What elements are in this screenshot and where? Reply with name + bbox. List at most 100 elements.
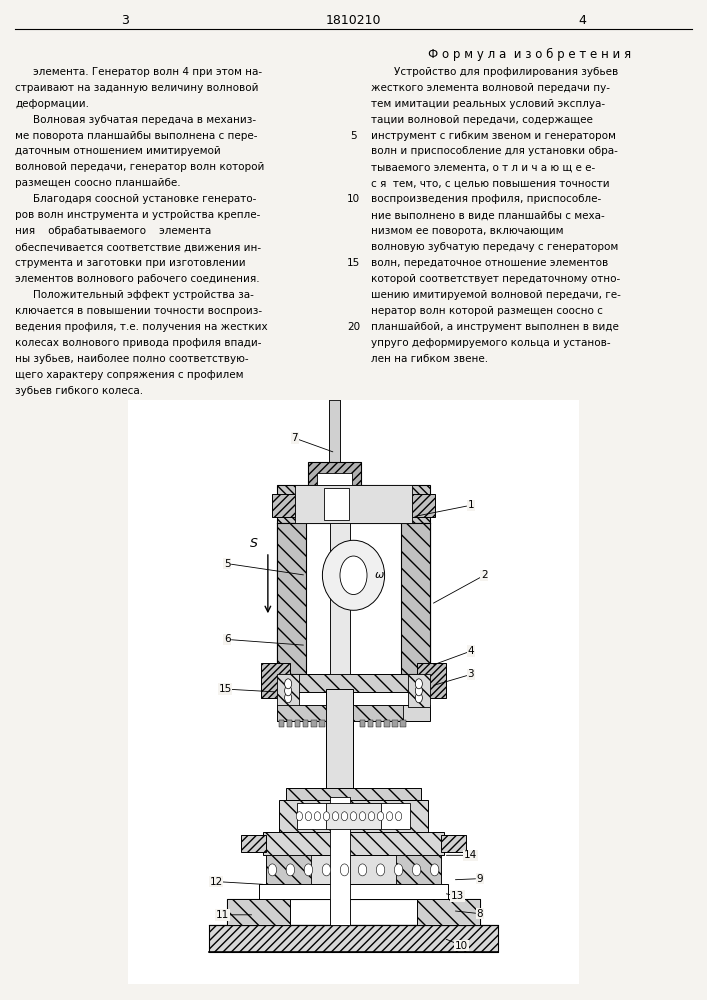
Circle shape <box>305 812 312 821</box>
Circle shape <box>341 812 348 821</box>
Bar <box>401 523 430 674</box>
Circle shape <box>387 812 392 821</box>
Bar <box>397 855 441 884</box>
Text: Благодаря соосной установке генерато-: Благодаря соосной установке генерато- <box>33 194 257 204</box>
Circle shape <box>351 812 356 821</box>
Bar <box>329 400 341 462</box>
Bar <box>279 800 428 832</box>
Bar <box>400 720 406 727</box>
Circle shape <box>415 693 422 703</box>
Bar <box>441 835 466 852</box>
Bar <box>311 720 317 727</box>
Text: 15: 15 <box>347 258 360 268</box>
Bar <box>416 899 479 925</box>
Text: тываемого элемента, о т л и ч а ю щ е е-: тываемого элемента, о т л и ч а ю щ е е- <box>371 162 595 172</box>
Text: лен на гибком звене.: лен на гибком звене. <box>371 354 489 364</box>
Text: тации волновой передачи, содержащее: тации волновой передачи, содержащее <box>371 115 593 125</box>
Circle shape <box>332 812 339 821</box>
Text: 8: 8 <box>477 909 483 919</box>
Bar <box>329 523 350 674</box>
Circle shape <box>359 812 366 821</box>
Text: волн, передаточное отношение элементов: волн, передаточное отношение элементов <box>371 258 608 268</box>
Bar <box>412 494 435 517</box>
Circle shape <box>286 864 295 876</box>
Circle shape <box>368 812 375 821</box>
Text: 10: 10 <box>455 941 468 951</box>
Circle shape <box>285 686 292 696</box>
Bar <box>128 400 579 984</box>
Bar <box>317 473 351 485</box>
Bar <box>384 720 390 727</box>
Text: 7: 7 <box>291 433 298 443</box>
Text: планшайбой, а инструмент выполнен в виде: планшайбой, а инструмент выполнен в виде <box>371 322 619 332</box>
Bar <box>279 720 284 727</box>
Text: жесткого элемента волновой передачи пу-: жесткого элемента волновой передачи пу- <box>371 83 610 93</box>
Bar <box>259 884 448 899</box>
Text: 6: 6 <box>224 634 230 644</box>
Ellipse shape <box>322 540 385 610</box>
Circle shape <box>315 812 320 821</box>
Bar <box>306 523 401 674</box>
Circle shape <box>412 864 421 876</box>
Text: 13: 13 <box>450 891 464 901</box>
Bar <box>209 925 498 952</box>
Text: 11: 11 <box>216 910 229 920</box>
Circle shape <box>378 812 384 821</box>
Text: тем имитации реальных условий эксплуа-: тем имитации реальных условий эксплуа- <box>371 99 605 109</box>
Bar <box>392 720 397 727</box>
Text: 4: 4 <box>467 646 474 656</box>
Text: зубьев гибкого колеса.: зубьев гибкого колеса. <box>16 386 144 396</box>
Text: с я  тем, что, с целью повышения точности: с я тем, что, с целью повышения точности <box>371 178 609 188</box>
Bar <box>277 674 300 707</box>
Bar <box>286 788 421 800</box>
Text: воспроизведения профиля, приспособле-: воспроизведения профиля, приспособле- <box>371 194 602 204</box>
Circle shape <box>431 864 439 876</box>
Text: волновой передачи, генератор волн которой: волновой передачи, генератор волн которо… <box>16 162 265 172</box>
Text: элемента. Генератор волн 4 при этом на-: элемента. Генератор волн 4 при этом на- <box>33 67 262 77</box>
Bar <box>325 488 349 520</box>
Text: Волновая зубчатая передача в механиз-: Волновая зубчатая передача в механиз- <box>33 115 256 125</box>
Text: шению имитируемой волновой передачи, ге-: шению имитируемой волновой передачи, ге- <box>371 290 621 300</box>
Circle shape <box>415 686 422 696</box>
Bar <box>354 705 403 721</box>
Bar <box>266 855 441 884</box>
Text: нератор волн которой размещен соосно с: нератор волн которой размещен соосно с <box>371 306 603 316</box>
Bar <box>416 663 446 698</box>
Text: даточным отношением имитируемой: даточным отношением имитируемой <box>16 146 221 156</box>
Text: 4: 4 <box>578 14 586 27</box>
Text: ны зубьев, наиболее полно соответствую-: ны зубьев, наиболее полно соответствую- <box>16 354 249 364</box>
Text: 3: 3 <box>121 14 129 27</box>
Text: ние выполнено в виде планшайбы с меха-: ние выполнено в виде планшайбы с меха- <box>371 210 605 220</box>
Circle shape <box>340 864 349 876</box>
Text: Ф о р м у л а  и з о б р е т е н и я: Ф о р м у л а и з о б р е т е н и я <box>428 48 631 61</box>
Text: колесах волнового привода профиля впади-: колесах волнового привода профиля впади- <box>16 338 262 348</box>
Text: струмента и заготовки при изготовлении: струмента и заготовки при изготовлении <box>16 258 246 268</box>
Bar <box>264 832 443 855</box>
Bar <box>277 523 306 674</box>
Bar <box>360 720 366 727</box>
Bar <box>320 720 325 727</box>
Circle shape <box>285 679 292 689</box>
Text: 9: 9 <box>477 874 483 884</box>
Text: 20: 20 <box>347 322 360 332</box>
Text: 5: 5 <box>350 131 357 141</box>
Text: низмом ее поворота, включающим: низмом ее поворота, включающим <box>371 226 563 236</box>
Circle shape <box>395 864 403 876</box>
Bar <box>297 803 410 829</box>
Text: 10: 10 <box>347 194 360 204</box>
Text: обеспечивается соответствие движения ин-: обеспечивается соответствие движения ин- <box>16 242 262 252</box>
Bar <box>376 720 382 727</box>
Circle shape <box>268 864 276 876</box>
Text: $\omega$: $\omega$ <box>374 570 385 580</box>
Bar <box>329 797 350 925</box>
Text: 15: 15 <box>218 684 232 694</box>
Circle shape <box>415 679 422 689</box>
Text: инструмент с гибким звеном и генератором: инструмент с гибким звеном и генератором <box>371 131 616 141</box>
Text: 5: 5 <box>224 559 230 569</box>
Circle shape <box>322 864 331 876</box>
Bar <box>266 855 310 884</box>
Bar <box>287 720 292 727</box>
Text: ния    обрабатываемого    элемента: ния обрабатываемого элемента <box>16 226 211 236</box>
Text: ров волн инструмента и устройства крепле-: ров волн инструмента и устройства крепле… <box>16 210 261 220</box>
Text: 3: 3 <box>467 669 474 679</box>
